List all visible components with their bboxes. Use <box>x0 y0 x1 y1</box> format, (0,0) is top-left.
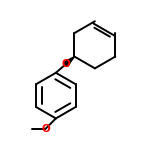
Polygon shape <box>64 57 75 66</box>
Text: O: O <box>61 59 70 69</box>
Text: O: O <box>41 124 50 134</box>
